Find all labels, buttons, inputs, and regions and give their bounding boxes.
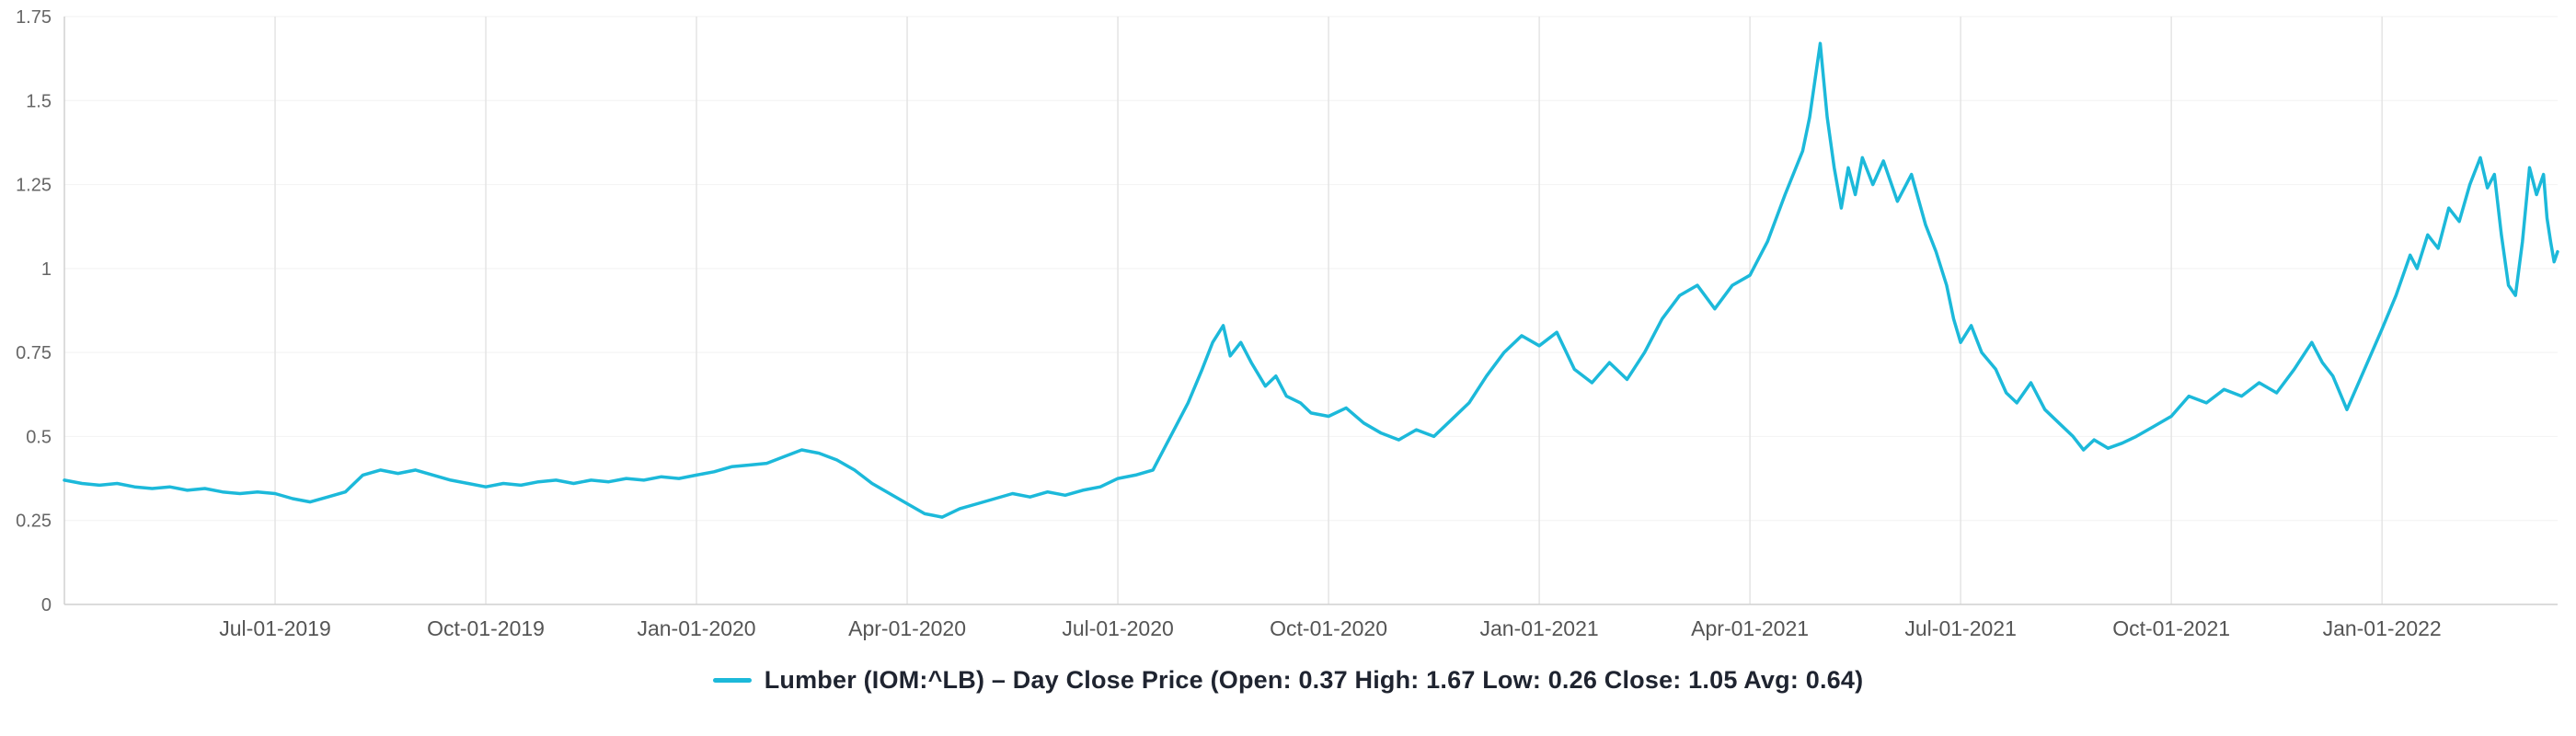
- y-axis-tick-label: 1: [41, 259, 52, 280]
- y-axis-tick-label: 1.5: [26, 91, 52, 111]
- legend[interactable]: Lumber (IOM:^LB) – Day Close Price (Open…: [0, 666, 2576, 695]
- legend-label: Lumber (IOM:^LB) – Day Close Price (Open…: [764, 666, 1864, 694]
- y-axis-tick-label: 1.25: [16, 176, 52, 196]
- y-axis-tick-label: 0.75: [16, 343, 52, 363]
- price-line[interactable]: [63, 41, 2559, 519]
- chart-container: 0 0.25 0.5 0.75 1 1.25 1.5 1.75 Jul-01-2019 Oct-0…: [0, 0, 2576, 644]
- x-axis-tick-label: Jul-01-2021: [1904, 616, 2016, 640]
- x-axis-tick-label: Apr-01-2020: [848, 616, 966, 640]
- y-axis-tick-label: 0.5: [26, 427, 52, 447]
- x-axis-tick-label: Oct-01-2019: [427, 616, 545, 640]
- x-axis-tick-label: Jul-01-2019: [219, 616, 330, 640]
- x-axis-tick-label: Jul-01-2020: [1062, 616, 1173, 640]
- x-axis-tick-label: Oct-01-2021: [2112, 616, 2230, 640]
- x-axis-tick-label: Jan-01-2020: [637, 616, 755, 640]
- y-axis-tick-label: 0.25: [16, 512, 52, 532]
- x-axis-tick-label: Oct-01-2020: [1270, 616, 1387, 640]
- x-axis-tick-label: Apr-01-2021: [1691, 616, 1809, 640]
- y-axis-tick-label: 1.75: [16, 7, 52, 28]
- x-axis-tick-label: Jan-01-2022: [2323, 616, 2442, 640]
- price-chart-svg[interactable]: 0 0.25 0.5 0.75 1 1.25 1.5 1.75 Jul-01-2019 Oct-0…: [0, 0, 2576, 644]
- y-axis-tick-label: 0: [41, 595, 52, 615]
- legend-line-swatch: [712, 678, 752, 683]
- x-axis-tick-label: Jan-01-2021: [1480, 616, 1599, 640]
